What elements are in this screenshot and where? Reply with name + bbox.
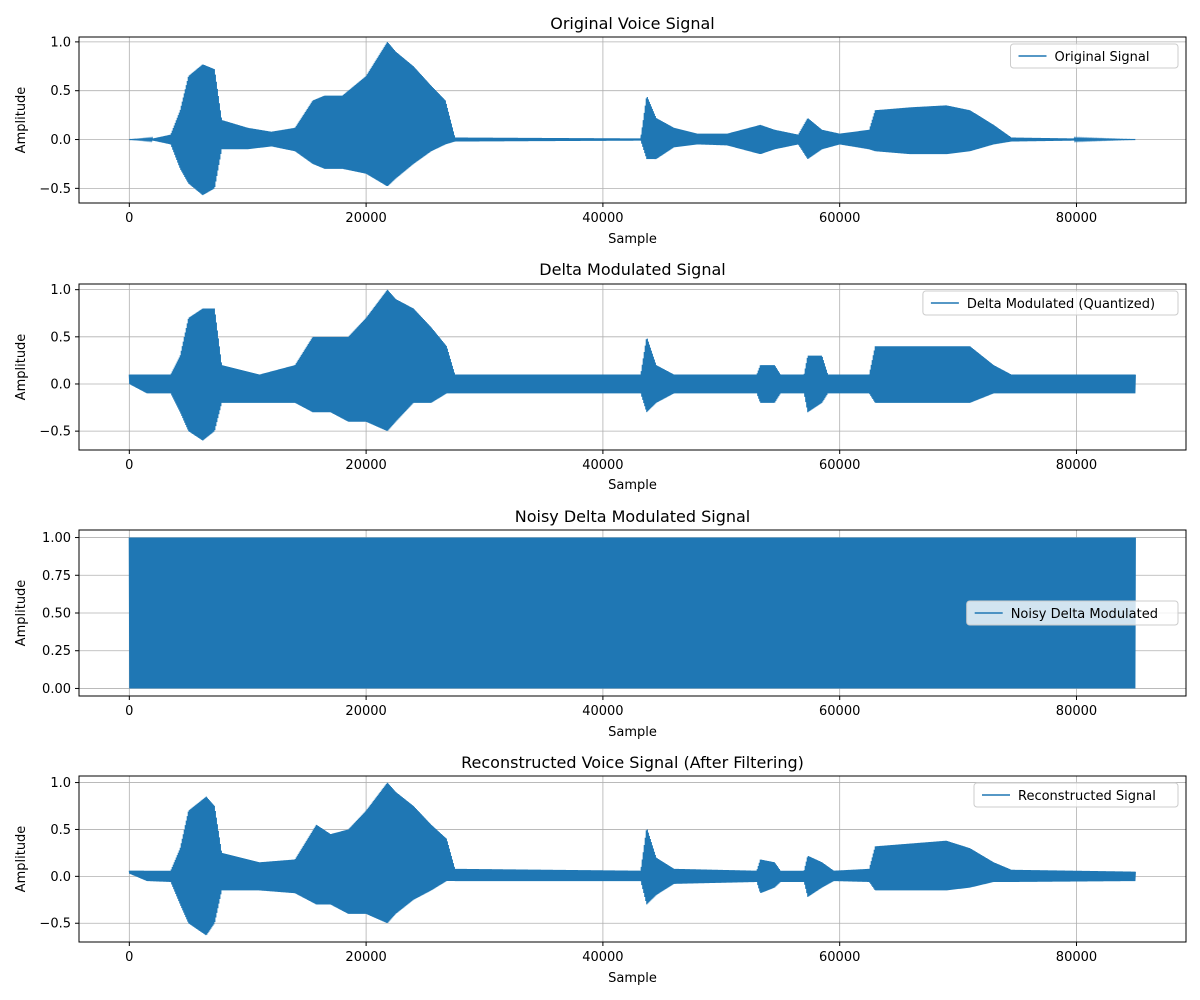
signal-line [129, 42, 1136, 196]
x-tick-label: 40000 [582, 211, 623, 226]
legend-box [1010, 43, 1179, 69]
y-tick-label: 0.0 [50, 133, 71, 148]
x-axis-label: Sample [608, 725, 657, 740]
y-axis-label: Amplitude [14, 87, 29, 154]
x-tick-label: 80000 [1056, 211, 1097, 226]
y-tick-label: 1.00 [42, 531, 71, 546]
legend-box [973, 782, 1179, 808]
legend: Noisy Delta Modulated [966, 600, 1179, 626]
x-tick-label: 80000 [1056, 950, 1097, 965]
x-tick-label: 60000 [819, 211, 860, 226]
x-tick-label: 0 [125, 704, 133, 719]
x-axis-label: Sample [608, 478, 657, 493]
legend-label: Noisy Delta Modulated [1011, 607, 1158, 622]
x-tick-label: 60000 [819, 704, 860, 719]
x-tick-label: 0 [125, 458, 133, 473]
y-axis-label: Amplitude [14, 334, 29, 401]
x-tick-label: 0 [125, 950, 133, 965]
axes-frame [78, 775, 1187, 943]
x-tick-label: 20000 [345, 458, 386, 473]
y-tick-label: 0.75 [42, 569, 71, 584]
y-tick-label: 0.5 [50, 84, 71, 99]
legend: Reconstructed Signal [973, 782, 1179, 808]
x-tick-label: 40000 [582, 950, 623, 965]
legend-label: Reconstructed Signal [1018, 789, 1156, 804]
y-tick-label: 1.0 [50, 35, 71, 50]
y-tick-label: 0.25 [42, 644, 71, 659]
legend-box [922, 290, 1179, 316]
signal-line [128, 289, 1136, 441]
x-tick-label: 80000 [1056, 704, 1097, 719]
y-tick-label: −0.5 [39, 917, 71, 932]
subplot-title: Noisy Delta Modulated Signal [515, 507, 751, 526]
subplot-title: Delta Modulated Signal [539, 260, 725, 279]
x-tick-label: 20000 [345, 211, 386, 226]
y-tick-label: 0.5 [50, 330, 71, 345]
x-tick-label: 60000 [819, 950, 860, 965]
x-tick-label: 20000 [345, 950, 386, 965]
axes-frame [78, 36, 1187, 204]
subplot-3: Noisy Delta Modulated Signal Noisy Delta … [14, 507, 1187, 740]
x-axis-label: Sample [608, 971, 657, 986]
axes-frame [78, 283, 1187, 451]
x-tick-label: 0 [125, 211, 133, 226]
subplot-title: Reconstructed Voice Signal (After Filter… [461, 753, 804, 772]
legend: Original Signal [1010, 43, 1179, 69]
y-axis-label: Amplitude [14, 580, 29, 647]
subplot-4: Reconstructed Voice Signal (After Filter… [14, 753, 1187, 986]
subplot-1: Original Voice Signal Original Signal 0 200… [14, 14, 1187, 247]
x-tick-label: 40000 [582, 458, 623, 473]
x-axis-label: Sample [608, 232, 657, 247]
signal-line [128, 782, 1136, 936]
y-tick-label: −0.5 [39, 425, 71, 440]
signal-line [128, 537, 1136, 689]
y-tick-label: 0.0 [50, 377, 71, 392]
x-tick-label: 20000 [345, 704, 386, 719]
y-tick-label: 1.0 [50, 776, 71, 791]
legend: Delta Modulated (Quantized) [922, 290, 1179, 316]
y-tick-label: 0.50 [42, 607, 71, 622]
x-tick-label: 60000 [819, 458, 860, 473]
y-tick-label: 1.0 [50, 283, 71, 298]
y-tick-label: 0.5 [50, 823, 71, 838]
y-tick-label: 0.00 [42, 682, 71, 697]
x-tick-label: 40000 [582, 704, 623, 719]
x-tick-label: 80000 [1056, 458, 1097, 473]
y-tick-label: −0.5 [39, 182, 71, 197]
legend-label: Original Signal [1055, 50, 1150, 65]
subplot-2: Delta Modulated Signal Delta Modulated (Q… [14, 260, 1187, 493]
y-tick-label: 0.0 [50, 870, 71, 885]
y-axis-label: Amplitude [14, 826, 29, 893]
legend-label: Delta Modulated (Quantized) [967, 297, 1155, 312]
legend-box [966, 600, 1179, 626]
subplot-title: Original Voice Signal [550, 14, 715, 33]
